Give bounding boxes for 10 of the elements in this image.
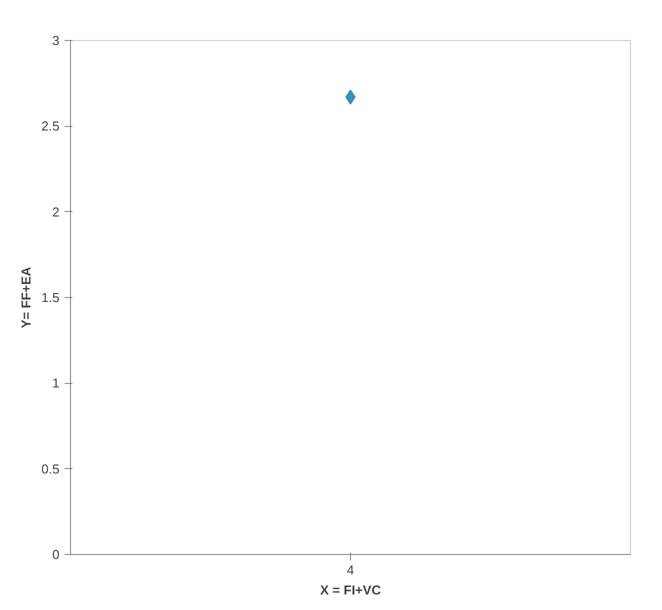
x-tick-label: 4 bbox=[346, 562, 354, 578]
x-axis-title: X = FI+VC bbox=[320, 582, 382, 598]
y-tick-label: 0 bbox=[52, 547, 60, 562]
y-axis-title: Y= FF+EA bbox=[18, 266, 34, 328]
y-tick-label: 2.5 bbox=[41, 118, 60, 134]
y-tick-label: 1 bbox=[52, 376, 60, 391]
y-tick-label: 0.5 bbox=[41, 461, 60, 476]
y-tick-label: 3 bbox=[52, 33, 60, 48]
y-tick-label: 2 bbox=[52, 204, 60, 220]
y-tick-label: 1.5 bbox=[41, 290, 60, 305]
